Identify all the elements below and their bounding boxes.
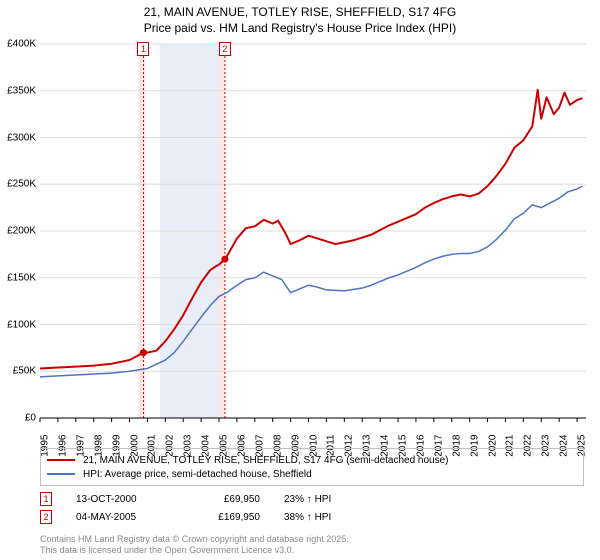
plot-svg	[40, 44, 586, 418]
footer-line2: This data is licensed under the Open Gov…	[40, 545, 294, 555]
sales-idx-0: 1	[40, 492, 52, 506]
legend-swatch-0	[47, 459, 75, 461]
ytick-2: £100K	[0, 319, 36, 330]
sales-price-1: £169,950	[190, 512, 260, 523]
sales-row-1: 2 04-MAY-2005 £169,950 38% ↑ HPI	[40, 508, 584, 526]
ytick-8: £400K	[0, 39, 36, 50]
legend-swatch-1	[47, 473, 75, 475]
ytick-3: £150K	[0, 272, 36, 283]
title-line2: Price paid vs. HM Land Registry's House …	[144, 21, 456, 35]
sales-delta-1: 38% ↑ HPI	[284, 512, 374, 523]
ytick-5: £250K	[0, 179, 36, 190]
sales-price-0: £69,950	[190, 494, 260, 505]
sales-delta-0: 23% ↑ HPI	[284, 494, 374, 505]
event-marker-0: 1	[137, 42, 149, 56]
legend-row-1: HPI: Average price, semi-detached house,…	[47, 467, 577, 481]
ytick-7: £350K	[0, 85, 36, 96]
legend-label-1: HPI: Average price, semi-detached house,…	[83, 469, 312, 480]
event-marker-1: 2	[219, 42, 231, 56]
plot-area: £0£50K£100K£150K£200K£250K£300K£350K£400…	[40, 44, 586, 418]
sales-row-0: 1 13-OCT-2000 £69,950 23% ↑ HPI	[40, 490, 584, 508]
sales-date-1: 04-MAY-2005	[76, 512, 166, 523]
legend-label-0: 21, MAIN AVENUE, TOTLEY RISE, SHEFFIELD,…	[83, 455, 449, 466]
sales-date-0: 13-OCT-2000	[76, 494, 166, 505]
footer: Contains HM Land Registry data © Crown c…	[40, 534, 349, 556]
sales-idx-1: 2	[40, 510, 52, 524]
ytick-0: £0	[0, 413, 36, 424]
legend-row-0: 21, MAIN AVENUE, TOTLEY RISE, SHEFFIELD,…	[47, 453, 577, 467]
title-line1: 21, MAIN AVENUE, TOTLEY RISE, SHEFFIELD,…	[144, 5, 457, 19]
footer-line1: Contains HM Land Registry data © Crown c…	[40, 534, 349, 544]
ytick-6: £300K	[0, 132, 36, 143]
legend: 21, MAIN AVENUE, TOTLEY RISE, SHEFFIELD,…	[40, 448, 584, 486]
ytick-1: £50K	[0, 366, 36, 377]
chart-title: 21, MAIN AVENUE, TOTLEY RISE, SHEFFIELD,…	[0, 0, 600, 36]
sales-table: 1 13-OCT-2000 £69,950 23% ↑ HPI 2 04-MAY…	[40, 490, 584, 526]
ytick-4: £200K	[0, 226, 36, 237]
